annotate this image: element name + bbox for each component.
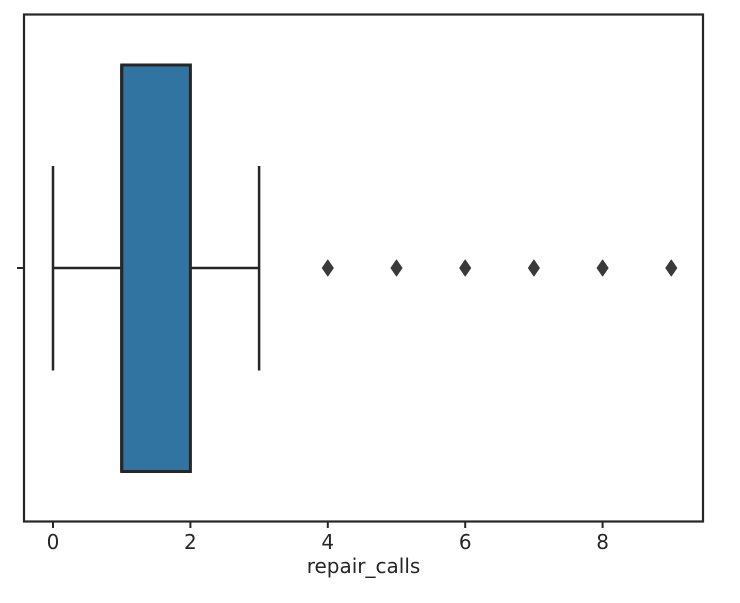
box xyxy=(120,63,192,473)
x-tick-label: 8 xyxy=(596,530,609,554)
x-tick-label: 6 xyxy=(459,530,472,554)
outlier-point xyxy=(665,259,678,277)
outlier-point xyxy=(321,259,334,277)
outlier-point xyxy=(459,259,472,277)
x-tick-label: 4 xyxy=(321,530,334,554)
x-axis-label: repair_calls xyxy=(307,554,421,578)
outlier-point xyxy=(527,259,540,277)
x-tick-label: 2 xyxy=(184,530,197,554)
x-tick-label: 0 xyxy=(47,530,60,554)
outlier-point xyxy=(596,259,609,277)
outlier-point xyxy=(390,259,403,277)
